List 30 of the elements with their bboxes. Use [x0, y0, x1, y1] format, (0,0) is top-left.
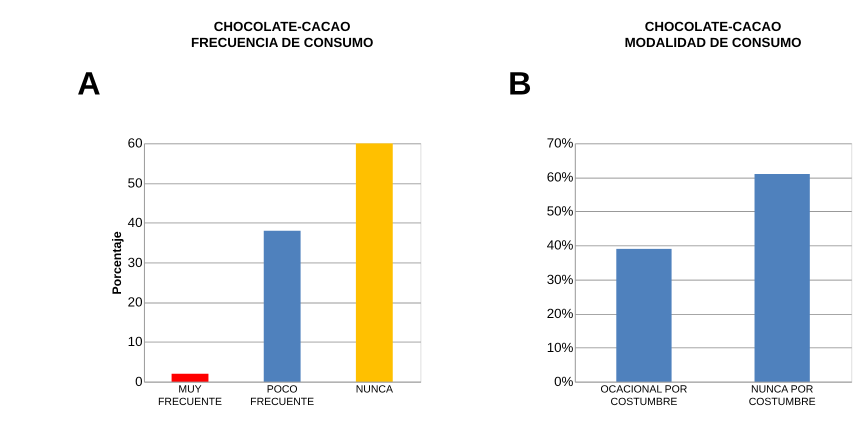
y-tick-label: 20%	[546, 306, 574, 321]
text: A	[77, 66, 101, 102]
chart-subtitle: MODALIDAD DE CONSUMO	[624, 35, 802, 50]
y-tick-label: 30%	[546, 272, 574, 287]
chart-subtitle: FRECUENCIA DE CONSUMO	[190, 35, 374, 50]
bar	[264, 230, 301, 382]
x-tick-label: MUY FRECUENTE	[158, 384, 222, 408]
text: B	[508, 66, 532, 102]
y-tick-label: 40%	[546, 238, 574, 253]
y-axis-title: Porcentaje	[110, 231, 124, 295]
y-tick-label: 40	[128, 215, 143, 230]
y-tick-label: 70%	[546, 136, 574, 151]
y-tick-label: 20	[128, 294, 143, 310]
y-tick-label: 50%	[546, 204, 574, 219]
y-tick-label: 30	[128, 254, 143, 270]
x-tick-label: POCO FRECUENTE	[250, 384, 314, 408]
y-tick-label: 10	[128, 334, 143, 350]
x-tick-label: NUNCA POR COSTUMBRE	[748, 384, 816, 408]
x-tick-label: NUNCA	[356, 384, 393, 396]
y-tick-label: 60	[128, 136, 143, 151]
chart-title: CHOCOLATE-CACAO	[214, 18, 351, 34]
x-tick-label: OCACIONAL POR COSTUMBRE	[600, 384, 688, 408]
bar	[172, 374, 208, 382]
y-tick-label: 60%	[546, 170, 574, 185]
y-tick-label: 10%	[546, 340, 574, 355]
y-tick-label: 50	[128, 175, 143, 190]
chart-title: CHOCOLATE-CACAO	[644, 18, 782, 34]
y-tick-label: 0%	[554, 374, 574, 389]
bar	[356, 143, 393, 382]
y-tick-label: 0	[135, 374, 143, 389]
